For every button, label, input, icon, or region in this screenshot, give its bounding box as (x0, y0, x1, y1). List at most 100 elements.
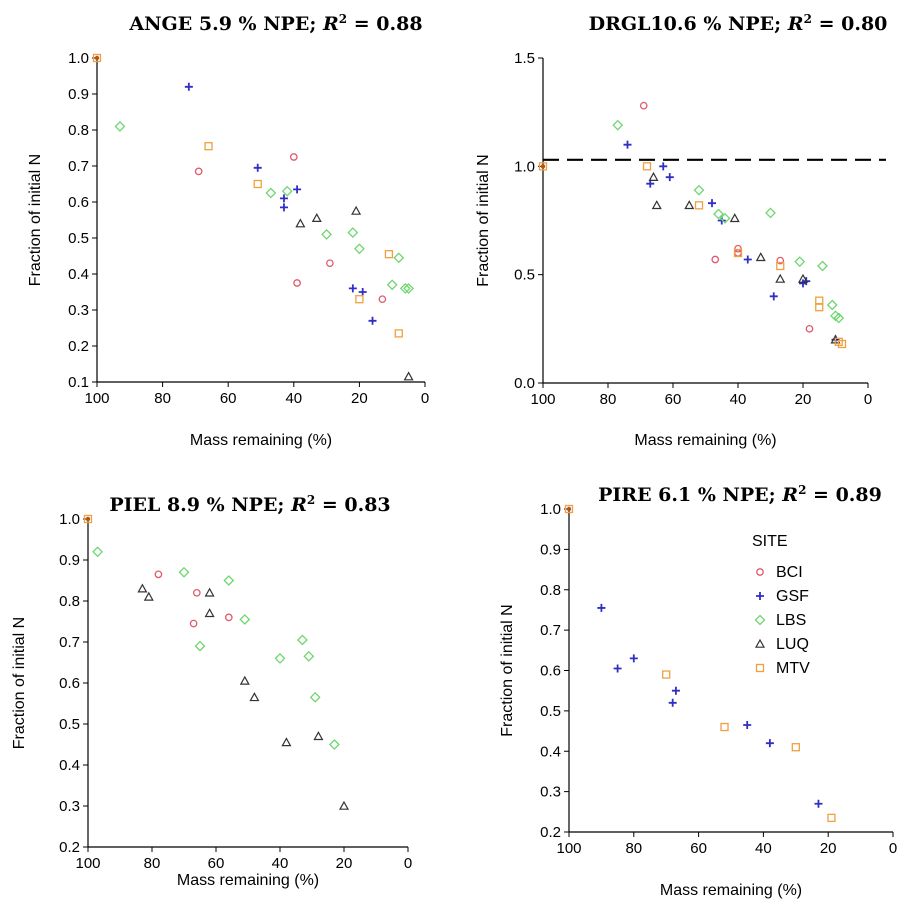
data-point-mtv (791, 743, 800, 752)
y-tick-label: 0.6 (59, 675, 80, 692)
data-point-gsf (279, 194, 288, 203)
data-point-lbs (794, 256, 806, 268)
y-tick-label: 0.1 (68, 374, 89, 391)
y-tick-label: 1.5 (514, 50, 535, 67)
data-point-luq (313, 731, 324, 741)
data-point-gsf (623, 140, 632, 149)
chart-panel-2: DRGL10.6 % NPE; R2 = 0.80 100 80 60 40 20 0 0.0… (475, 12, 887, 449)
data-point-mtv (564, 504, 574, 514)
data-point-gsf (358, 288, 367, 296)
data-point-gsf (708, 199, 716, 208)
chart-title: PIRE 6.1 % NPE; R2 = 0.89 (598, 483, 882, 506)
y-tick-label: 1.0 (540, 501, 561, 518)
y-tick-label: 0.2 (68, 338, 89, 355)
data-point-gsf (743, 255, 752, 264)
chart-panel-1: ANGE 5.9 % NPE; R2 = 0.88 100 80 60 40 20 0 0.1… (27, 12, 429, 449)
y-tick-label: 0.9 (68, 86, 89, 103)
x-axis-label: Mass remaining (%) (190, 432, 332, 449)
data-point-mtv (384, 250, 394, 259)
x-tick-label: 60 (665, 391, 682, 408)
y-tick-label: 0.7 (68, 158, 89, 175)
origin-point (566, 506, 572, 512)
x-tick-label: 100 (530, 391, 555, 408)
data-point-lbs (321, 228, 333, 240)
data-point-bci (192, 588, 201, 597)
data-point-lbs (114, 120, 126, 132)
x-tick-label: 0 (889, 840, 897, 857)
data-point-lbs (826, 299, 838, 311)
data-point-mtv (733, 248, 743, 258)
chart-title: ANGE 5.9 % NPE; R2 = 0.88 (128, 12, 422, 35)
y-tick-label: 0.9 (59, 552, 80, 569)
x-tick-label: 100 (75, 855, 100, 872)
data-point-luq (281, 737, 292, 747)
data-point-luq (775, 273, 786, 283)
data-point-bci (224, 613, 233, 622)
data-point-bci (734, 249, 742, 257)
y-tick-label: 0.4 (540, 743, 561, 760)
chart-title: DRGL10.6 % NPE; R2 = 0.80 (589, 12, 888, 35)
x-tick-label: 40 (755, 840, 772, 857)
data-point-luq (684, 200, 695, 210)
data-point-lbs (719, 212, 731, 224)
data-point-mtv (837, 339, 847, 349)
data-point-luq (797, 273, 809, 283)
x-tick-label: 40 (285, 390, 302, 407)
data-point-bci (639, 101, 648, 110)
data-point-lbs (612, 119, 624, 131)
data-point-gsf (743, 721, 752, 730)
y-tick-label: 0.7 (59, 634, 80, 651)
data-point-gsf (659, 162, 668, 171)
legend-marker-gsf (756, 592, 764, 600)
legend-marker-luq (754, 638, 766, 648)
y-axis-label: Fraction of initial N (499, 604, 516, 737)
data-point-gsf (253, 163, 262, 172)
y-tick-label: 1.0 (514, 158, 535, 175)
data-point-luq (137, 583, 148, 593)
origin-point (94, 55, 100, 61)
data-point-lbs (386, 279, 398, 291)
data-point-lbs (265, 187, 277, 199)
data-point-luq (351, 205, 362, 215)
data-point-lbs (765, 207, 776, 219)
data-point-luq (239, 675, 250, 685)
data-point-luq (311, 212, 322, 222)
data-point-bci (293, 279, 301, 287)
data-point-mtv (827, 813, 836, 823)
data-point-bci (711, 255, 720, 264)
y-tick-label: 0.5 (68, 230, 89, 247)
y-tick-label: 0.5 (540, 703, 561, 720)
data-point-bci (289, 153, 298, 161)
data-point-mtv (662, 670, 671, 679)
data-point-lbs (833, 312, 845, 324)
y-tick-label: 0.5 (514, 267, 535, 284)
data-point-lbs (309, 691, 321, 703)
data-point-mtv (92, 53, 102, 63)
x-tick-label: 0 (421, 390, 429, 407)
x-tick-label: 80 (154, 390, 171, 407)
x-axis-label: Mass remaining (%) (634, 432, 776, 449)
data-point-lbs (347, 227, 359, 239)
data-point-luq (338, 800, 350, 810)
y-tick-label: 0.3 (68, 302, 89, 319)
x-tick-label: 80 (600, 391, 617, 408)
data-point-gsf (765, 739, 774, 748)
origin-point (540, 164, 546, 169)
legend-label-bci: BCI (776, 564, 803, 581)
data-point-gsf (348, 284, 357, 293)
y-tick-label: 1.0 (59, 511, 80, 528)
x-tick-label: 20 (820, 840, 837, 857)
data-point-lbs (353, 243, 365, 255)
chart-title: PIEL 8.9 % NPE; R2 = 0.83 (109, 493, 390, 516)
data-point-luq (204, 587, 215, 597)
data-point-luq (204, 608, 215, 618)
data-point-luq (729, 213, 740, 223)
data-point-lbs (817, 260, 828, 272)
legend-label-luq: LUQ (776, 636, 809, 653)
x-tick-label: 40 (730, 391, 747, 408)
data-point-bci (378, 295, 387, 304)
data-point-gsf (665, 173, 674, 182)
data-point-mtv (355, 295, 364, 304)
data-point-lbs (399, 282, 411, 294)
data-point-lbs (223, 575, 235, 586)
